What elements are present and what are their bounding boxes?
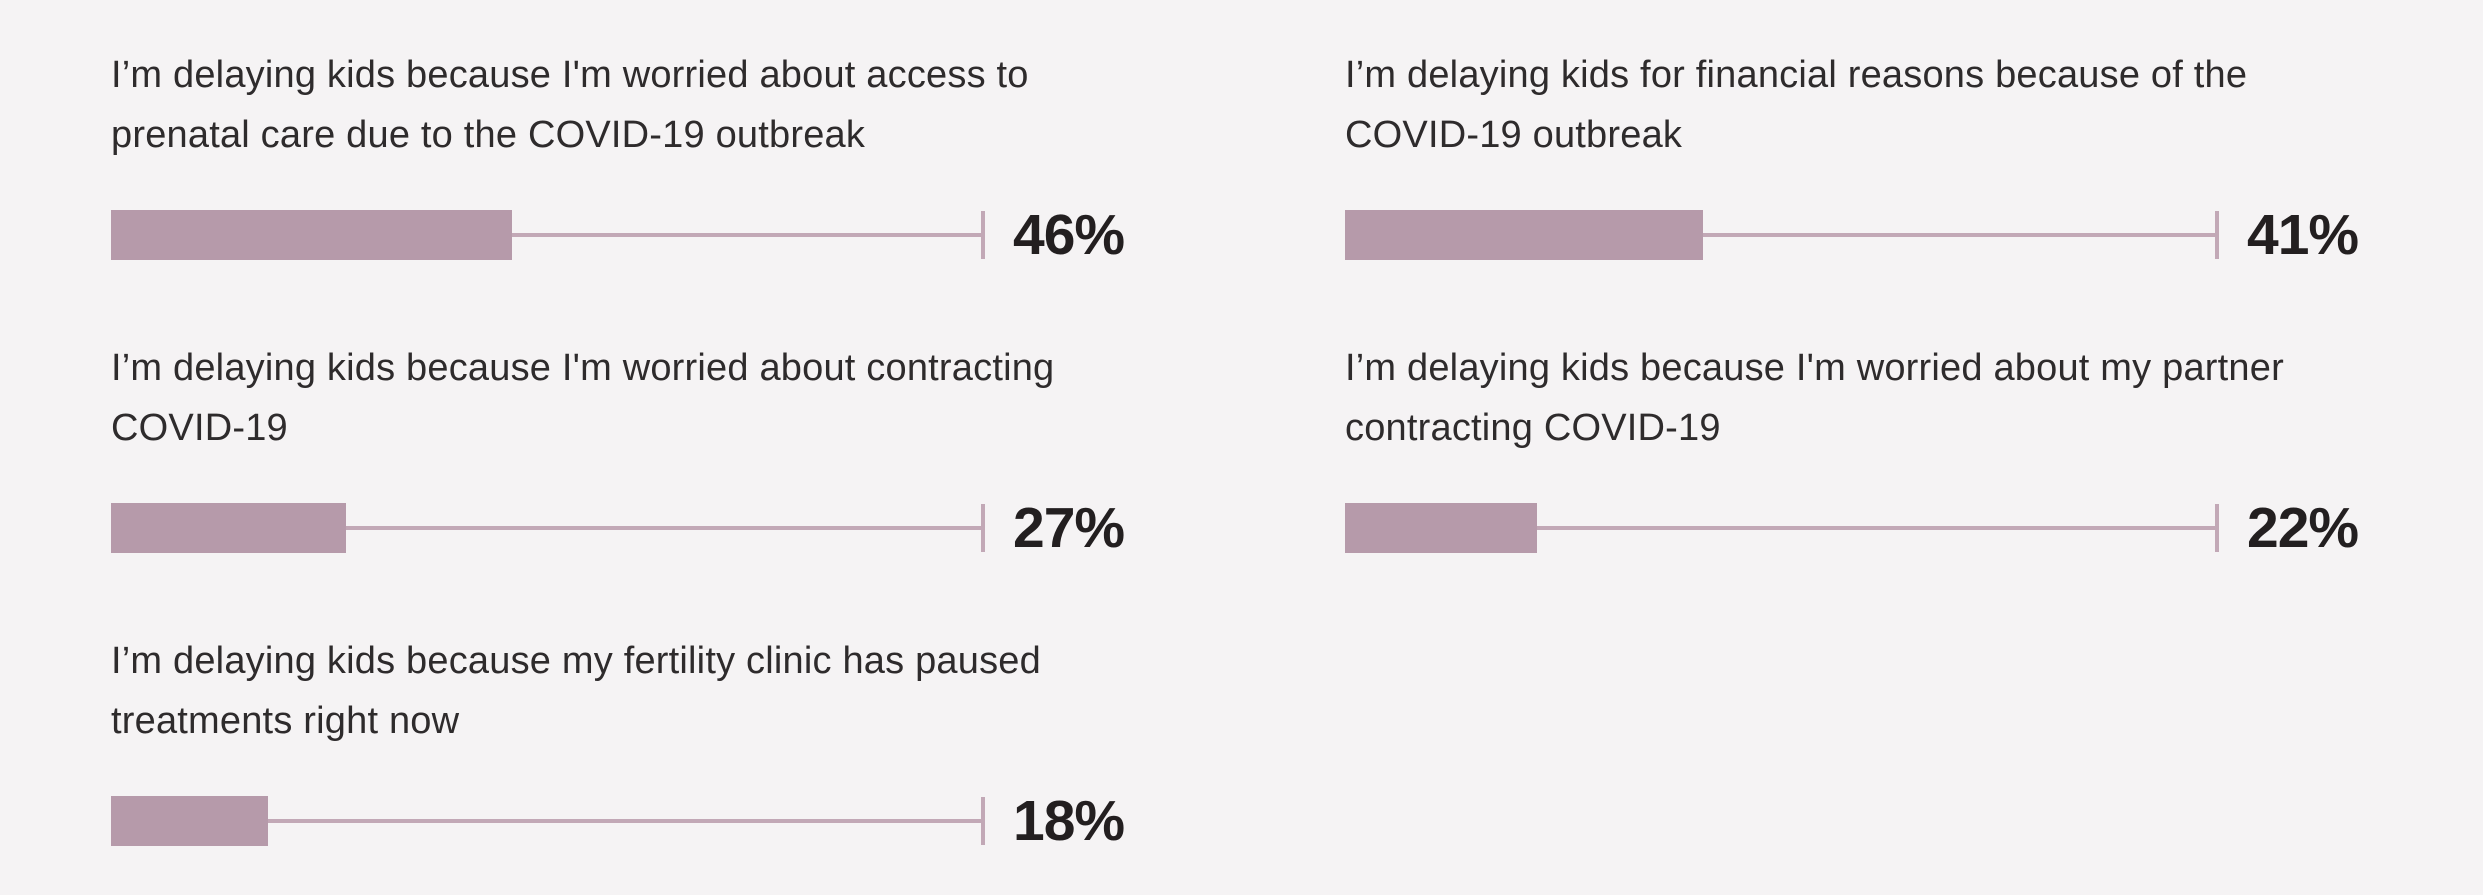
bar-track: 46% [111, 203, 1125, 267]
bar-label: I’m delaying kids because I'm worried ab… [1345, 338, 2445, 458]
bar-track: 18% [111, 789, 1125, 853]
bar-end-tick [981, 504, 985, 552]
bar-label-line-1: I’m delaying kids because I'm worried ab… [111, 54, 1029, 96]
bar-track-line [1345, 233, 2217, 237]
bar-fill [1345, 503, 1537, 553]
bar-item-fertility-clinic-paused: I’m delaying kids because my fertility c… [111, 631, 1211, 853]
bar-fill [111, 210, 513, 260]
bar-end-tick [2215, 504, 2219, 552]
bar-label: I’m delaying kids because I'm worried ab… [111, 338, 1211, 458]
bar-track: 27% [111, 496, 1125, 560]
bar-label: I’m delaying kids because I'm worried ab… [111, 45, 1211, 165]
bar-value-label: 41% [2247, 203, 2359, 267]
survey-bar-chart: I’m delaying kids because I'm worried ab… [111, 45, 2483, 853]
bar-label: I’m delaying kids because my fertility c… [111, 631, 1211, 751]
bar-item-prenatal-care: I’m delaying kids because I'm worried ab… [111, 45, 1211, 267]
bar-value-label: 27% [1013, 496, 1125, 560]
bar-fill [111, 503, 347, 553]
bar-value-label: 46% [1013, 203, 1125, 267]
bar-label-line-2: treatments right now [111, 700, 460, 742]
bar-track-line [111, 819, 983, 823]
bar-label-line-1: I’m delaying kids for financial reasons … [1345, 54, 2248, 96]
bar-item-financial-reasons: I’m delaying kids for financial reasons … [1345, 45, 2445, 267]
bar-track: 41% [1345, 203, 2359, 267]
bar-end-tick [2215, 211, 2219, 259]
bar-label-line-1: I’m delaying kids because I'm worried ab… [111, 347, 1055, 389]
bar-end-tick [981, 211, 985, 259]
bar-fill [1345, 210, 1703, 260]
bar-fill [111, 796, 268, 846]
bar-end-tick [981, 797, 985, 845]
bar-value-label: 22% [2247, 496, 2359, 560]
bar-label-line-2: contracting COVID-19 [1345, 407, 1721, 449]
bar-track-line [1345, 526, 2217, 530]
bar-track-line [111, 233, 983, 237]
bar-label-line-1: I’m delaying kids because my fertility c… [111, 640, 1041, 682]
bar-label-line-2: COVID-19 outbreak [1345, 114, 1683, 156]
bar-label-line-1: I’m delaying kids because I'm worried ab… [1345, 347, 2284, 389]
bar-track-line [111, 526, 983, 530]
bar-value-label: 18% [1013, 789, 1125, 853]
bar-item-partner-contracting-covid: I’m delaying kids because I'm worried ab… [1345, 338, 2445, 560]
bar-item-contracting-covid: I’m delaying kids because I'm worried ab… [111, 338, 1211, 560]
bar-track: 22% [1345, 496, 2359, 560]
bar-label-line-2: prenatal care due to the COVID-19 outbre… [111, 114, 866, 156]
bar-label: I’m delaying kids for financial reasons … [1345, 45, 2445, 165]
bar-label-line-2: COVID-19 [111, 407, 288, 449]
